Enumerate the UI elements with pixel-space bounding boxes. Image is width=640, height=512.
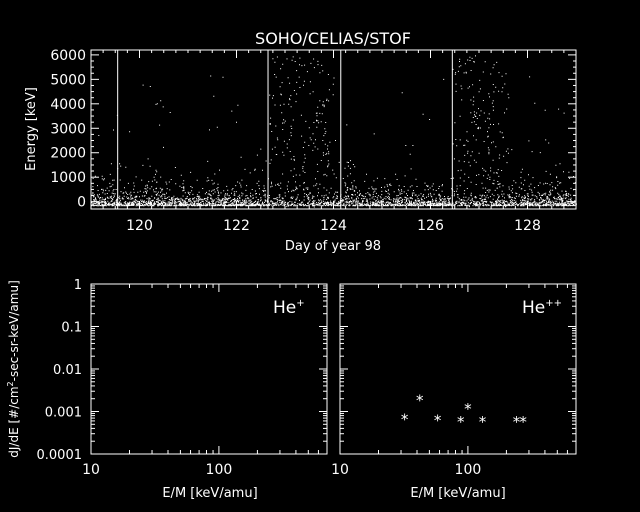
he-plusplus-point: * xyxy=(519,413,527,431)
he-plusplus-panel: 10 100 *** *** * * He++ xyxy=(331,283,577,478)
he-plusplus-axes-frame xyxy=(339,283,577,455)
top-axes-frame xyxy=(90,49,577,210)
x-tick-label: 10 xyxy=(82,462,100,478)
y-tick-label: 0.001 xyxy=(45,406,82,421)
y-tick-label: 0.1 xyxy=(61,321,82,336)
top-x-tick-label: 122 xyxy=(223,218,250,234)
top-x-tick-label: 128 xyxy=(514,218,541,234)
event-marker-lines xyxy=(117,50,453,209)
top-x-tick-label: 124 xyxy=(320,218,347,234)
x-tick-label: 10 xyxy=(331,462,349,478)
he-plusplus-point: * xyxy=(513,413,521,431)
top-title: SOHO/CELIAS/STOF xyxy=(255,29,411,48)
top-x-tick-label: 120 xyxy=(126,218,153,234)
top-xlabel: Day of year 98 xyxy=(285,239,381,254)
he-plusplus-points: *** *** * * xyxy=(401,392,527,431)
he-plus-xlabel: E/M [keV/amu] xyxy=(162,486,257,501)
top-y-ticks: 0 1000 2000 3000 4000 5000 6000 xyxy=(50,48,576,211)
spectra-ylabel: dJ/dE [#/cm2-sec-sr-keV/amu] xyxy=(6,280,21,458)
x-tick-label: 100 xyxy=(206,462,233,478)
he-plus-panel: 10 100 He+ xyxy=(82,283,328,478)
he-plusplus-point: * xyxy=(401,411,409,429)
energy-event-scatter xyxy=(91,55,577,208)
he-plus-axes-frame xyxy=(90,283,328,455)
he-plusplus-xlabel: E/M [keV/amu] xyxy=(410,486,505,501)
he-plusplus-point: * xyxy=(464,400,472,418)
he-plusplus-point: * xyxy=(457,413,465,431)
top-y-tick-label: 4000 xyxy=(50,97,86,113)
y-tick-label: 0.01 xyxy=(53,363,82,378)
top-y-tick-label: 6000 xyxy=(50,48,86,64)
top-x-ticks: 120 122 124 126 128 xyxy=(90,50,577,234)
he-plusplus-point: * xyxy=(479,413,487,431)
top-y-tick-label: 3000 xyxy=(50,121,86,137)
energy-event-dots xyxy=(91,55,577,208)
he-plusplus-label: He++ xyxy=(522,298,562,318)
top-y-tick-label: 5000 xyxy=(50,72,86,88)
he-plusplus-point: * xyxy=(416,392,424,410)
y-tick-label: 0.0001 xyxy=(37,448,83,463)
top-y-tick-label: 2000 xyxy=(50,146,86,162)
energy-time-panel: 120 122 124 126 128 0 1000 2000 3000 4000 5000 600… xyxy=(50,48,577,234)
top-x-tick-label: 126 xyxy=(417,218,444,234)
he-plus-ticks: 10 100 xyxy=(82,284,328,478)
he-plusplus-point: * xyxy=(434,412,442,430)
top-y-tick-label: 0 xyxy=(77,195,86,211)
spectra-y-tick-labels: 1 0.1 0.01 0.001 0.0001 xyxy=(37,278,83,463)
top-y-tick-label: 1000 xyxy=(50,170,86,186)
x-tick-label: 100 xyxy=(455,462,482,478)
he-plus-label: He+ xyxy=(273,298,305,318)
top-ylabel: Energy [keV] xyxy=(24,87,39,171)
y-tick-label: 1 xyxy=(74,278,82,293)
